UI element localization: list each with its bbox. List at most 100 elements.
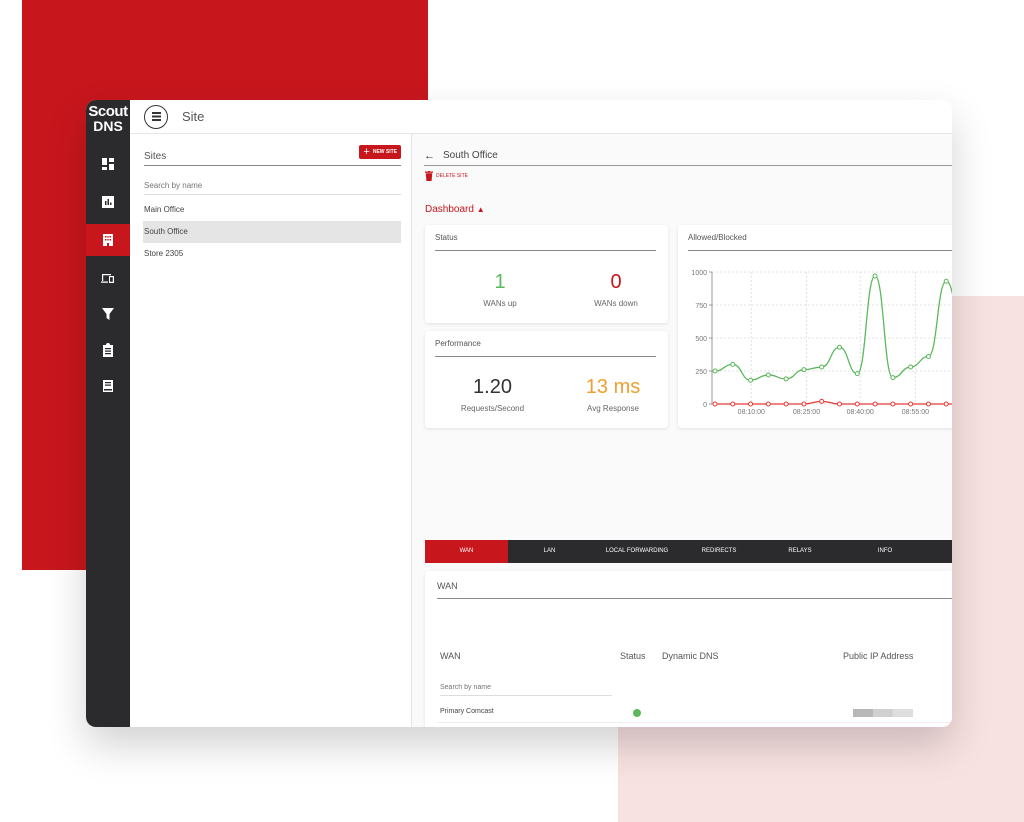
nav-item-sites[interactable] bbox=[86, 224, 130, 256]
y-tick-label: 250 bbox=[695, 369, 707, 376]
nav-item-filters[interactable] bbox=[86, 298, 130, 330]
sites-search-input[interactable] bbox=[144, 177, 401, 195]
data-point bbox=[783, 376, 789, 382]
bar-chart-icon bbox=[102, 196, 114, 208]
y-tick-label: 0 bbox=[703, 402, 707, 409]
data-point bbox=[943, 278, 949, 284]
new-site-button[interactable]: + NEW SITE bbox=[359, 145, 401, 159]
requests-per-second-label: Requests/Second bbox=[460, 404, 525, 413]
list-icon bbox=[151, 112, 161, 121]
dashboard-icon bbox=[102, 158, 114, 170]
site-item-main-office[interactable]: Main Office bbox=[144, 205, 185, 214]
page-title: Site bbox=[182, 109, 205, 124]
dashboard-toggle[interactable]: Dashboard ▲ bbox=[425, 204, 485, 215]
data-point bbox=[783, 401, 789, 407]
requests-per-second-value: 1.20 bbox=[473, 376, 512, 398]
data-point bbox=[943, 401, 949, 407]
nav-item-policies[interactable] bbox=[86, 334, 130, 366]
wans-down-label: WANs down bbox=[594, 299, 638, 308]
chevron-up-icon: ▲ bbox=[476, 205, 485, 214]
wans-up-metric: 1 WANs up bbox=[455, 271, 545, 308]
status-card-title: Status bbox=[435, 233, 656, 251]
avg-response-metric: 13 ms Avg Response bbox=[563, 376, 663, 413]
performance-card: Performance 1.20 Requests/Second 13 ms A… bbox=[425, 331, 668, 428]
table-row[interactable]: Primary Comcast bbox=[437, 701, 952, 723]
tab-local-forwarding[interactable]: LOCAL FORWARDING bbox=[605, 548, 669, 554]
top-bar: Site bbox=[130, 100, 952, 134]
clipboard-icon bbox=[103, 343, 113, 357]
devices-icon bbox=[101, 274, 114, 283]
data-point bbox=[819, 364, 825, 370]
nav-item-devices[interactable] bbox=[86, 262, 130, 294]
column-header-wan[interactable]: WAN bbox=[440, 651, 461, 661]
data-point bbox=[854, 371, 860, 377]
data-point bbox=[765, 372, 771, 378]
tab-relays[interactable]: RELAYS bbox=[788, 548, 812, 554]
tab-info[interactable]: INFO bbox=[877, 548, 893, 554]
data-point bbox=[730, 361, 736, 367]
tab-redirects[interactable]: REDIRECTS bbox=[701, 548, 737, 554]
site-detail-header: ← South Office bbox=[424, 146, 952, 166]
wans-down-metric: 0 WANs down bbox=[571, 271, 661, 308]
column-header-dynamic-dns[interactable]: Dynamic DNS bbox=[662, 651, 719, 661]
site-tabs: WAN LAN LOCAL FORWARDING REDIRECTS RELAY… bbox=[425, 540, 952, 563]
data-point bbox=[925, 401, 931, 407]
nav-item-reports[interactable] bbox=[86, 186, 130, 218]
x-tick-label: 08:25:00 bbox=[793, 409, 820, 416]
public-ip-redacted bbox=[853, 709, 913, 717]
scout-dns-logo[interactable]: Scout DNS bbox=[86, 102, 130, 142]
menu-button[interactable] bbox=[144, 104, 168, 129]
nav-item-dashboard[interactable] bbox=[86, 148, 130, 180]
data-point bbox=[801, 401, 807, 407]
data-point bbox=[908, 364, 914, 370]
building-icon bbox=[103, 234, 113, 246]
site-item-store-2305[interactable]: Store 2305 bbox=[144, 249, 184, 258]
data-point bbox=[890, 375, 896, 381]
x-tick-label: 08:10:00 bbox=[738, 409, 765, 416]
y-tick-label: 750 bbox=[695, 303, 707, 310]
x-tick-label: 08:55:00 bbox=[902, 409, 929, 416]
data-point bbox=[712, 368, 718, 374]
back-arrow-icon[interactable]: ← bbox=[424, 149, 435, 162]
chart-title: Allowed/Blocked bbox=[688, 233, 952, 251]
data-point bbox=[890, 401, 896, 407]
data-point bbox=[819, 398, 825, 404]
sites-header: Sites + NEW SITE bbox=[144, 145, 401, 166]
tab-lan[interactable]: LAN bbox=[543, 548, 556, 554]
column-header-public-ip[interactable]: Public IP Address bbox=[843, 651, 914, 661]
allowed-blocked-chart: 1000 750 500 250 0 08:10:00 08:25:00 08:40:00 08… bbox=[691, 270, 952, 416]
sites-title: Sites bbox=[144, 151, 167, 162]
site-name: South Office bbox=[443, 150, 498, 161]
new-site-label: NEW SITE bbox=[372, 149, 397, 155]
data-point bbox=[872, 401, 878, 407]
wan-table-title: WAN bbox=[437, 581, 952, 599]
status-online-indicator bbox=[633, 709, 641, 717]
data-point bbox=[712, 401, 718, 407]
data-point bbox=[801, 367, 807, 373]
data-point bbox=[925, 353, 931, 359]
delete-site-button[interactable]: DELETE SITE bbox=[425, 171, 468, 181]
column-header-status[interactable]: Status bbox=[620, 651, 646, 661]
dashboard-label: Dashboard bbox=[425, 204, 474, 215]
status-card: Status 1 WANs up 0 WANs down bbox=[425, 225, 668, 323]
sidebar-nav: Scout DNS bbox=[86, 100, 130, 727]
site-detail: ← South Office DELETE SITE Dashboard ▲ S… bbox=[413, 134, 952, 727]
site-list: Main Office South Office Store 2305 bbox=[143, 199, 401, 265]
performance-card-title: Performance bbox=[435, 339, 656, 357]
wan-name: Primary Comcast bbox=[440, 708, 494, 715]
filter-icon bbox=[102, 308, 114, 320]
tab-wan[interactable]: WAN bbox=[425, 540, 508, 563]
data-point bbox=[730, 401, 736, 407]
wan-search-input[interactable] bbox=[440, 679, 612, 696]
data-point bbox=[854, 401, 860, 407]
data-point bbox=[748, 401, 754, 407]
site-item-south-office[interactable]: South Office bbox=[143, 221, 401, 243]
allowed-blocked-card: Allowed/Blocked 1000 750 500 250 0 08:10:00 08… bbox=[678, 225, 952, 428]
app-window: Scout DNS Site Sites bbox=[86, 100, 952, 727]
x-tick-label: 08:40:00 bbox=[847, 409, 874, 416]
nav-item-docs[interactable] bbox=[86, 370, 130, 402]
data-point bbox=[837, 344, 842, 350]
wans-up-label: WANs up bbox=[483, 299, 517, 308]
sites-panel: Sites + NEW SITE Main Office South Offic… bbox=[130, 134, 412, 727]
avg-response-value: 13 ms bbox=[585, 376, 641, 398]
